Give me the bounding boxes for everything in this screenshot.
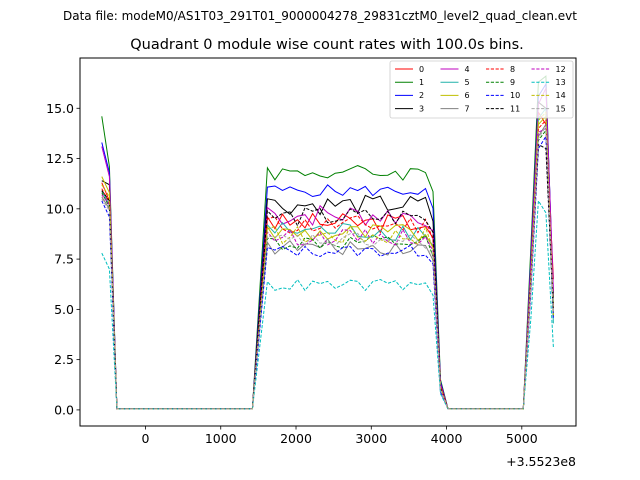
series-line-9 <box>101 128 554 410</box>
legend-label-6: 6 <box>465 91 470 100</box>
legend-label-0: 0 <box>419 65 424 74</box>
x-tick-label: 2000 <box>280 431 312 446</box>
legend-label-7: 7 <box>465 104 470 113</box>
legend-label-11: 11 <box>510 104 520 113</box>
series-line-10 <box>101 134 554 410</box>
legend-label-14: 14 <box>556 91 566 100</box>
series-line-8 <box>101 119 554 410</box>
x-tick-label: 0 <box>142 431 150 446</box>
x-axis: 0 1000 2000 3000 4000 5000 <box>142 426 538 446</box>
y-axis: 0.0 2.5 5.0 7.5 10.0 12.5 15.0 <box>46 101 80 417</box>
series-line-7 <box>101 122 554 410</box>
legend-label-1: 1 <box>419 78 424 87</box>
series-line-3 <box>101 101 554 410</box>
x-tick-label: 4000 <box>431 431 463 446</box>
series-line-0 <box>101 110 554 410</box>
y-tick-label: 5.0 <box>54 302 74 317</box>
plot-lines <box>101 75 554 410</box>
y-tick-label: 10.0 <box>46 201 74 216</box>
series-line-4 <box>101 87 554 410</box>
series-line-15 <box>101 124 554 410</box>
y-tick-label: 7.5 <box>54 252 74 267</box>
legend-label-12: 12 <box>556 65 566 74</box>
legend-label-9: 9 <box>510 78 515 87</box>
x-tick-label: 1000 <box>205 431 237 446</box>
legend-label-15: 15 <box>556 104 566 113</box>
series-line-2 <box>101 82 554 410</box>
x-offset-label: +3.5523e8 <box>506 454 576 469</box>
legend-label-4: 4 <box>465 65 470 74</box>
plot-frame <box>79 57 577 427</box>
series-line-14 <box>101 111 554 410</box>
y-tick-label: 12.5 <box>46 151 74 166</box>
legend-label-3: 3 <box>419 104 424 113</box>
legend-label-13: 13 <box>556 78 566 87</box>
y-tick-label: 2.5 <box>54 352 74 367</box>
series-line-13 <box>101 199 554 410</box>
series-line-6 <box>101 115 554 410</box>
y-tick-label: 0.0 <box>54 402 74 417</box>
legend-box <box>389 60 574 119</box>
x-tick-label: 3000 <box>355 431 387 446</box>
legend-label-8: 8 <box>510 65 515 74</box>
y-tick-label: 15.0 <box>46 101 74 116</box>
series-line-1 <box>101 75 554 410</box>
series-line-5 <box>101 106 554 410</box>
x-tick-label: 5000 <box>506 431 538 446</box>
legend-label-5: 5 <box>465 78 470 87</box>
legend-label-10: 10 <box>510 91 520 100</box>
chart-title: Quadrant 0 module wise count rates with … <box>130 37 524 53</box>
series-line-12 <box>101 127 554 410</box>
chart-suptitle: Data file: modeM0/AS1T03_291T01_90000042… <box>63 9 577 23</box>
legend-label-2: 2 <box>419 91 424 100</box>
series-line-11 <box>101 143 554 410</box>
